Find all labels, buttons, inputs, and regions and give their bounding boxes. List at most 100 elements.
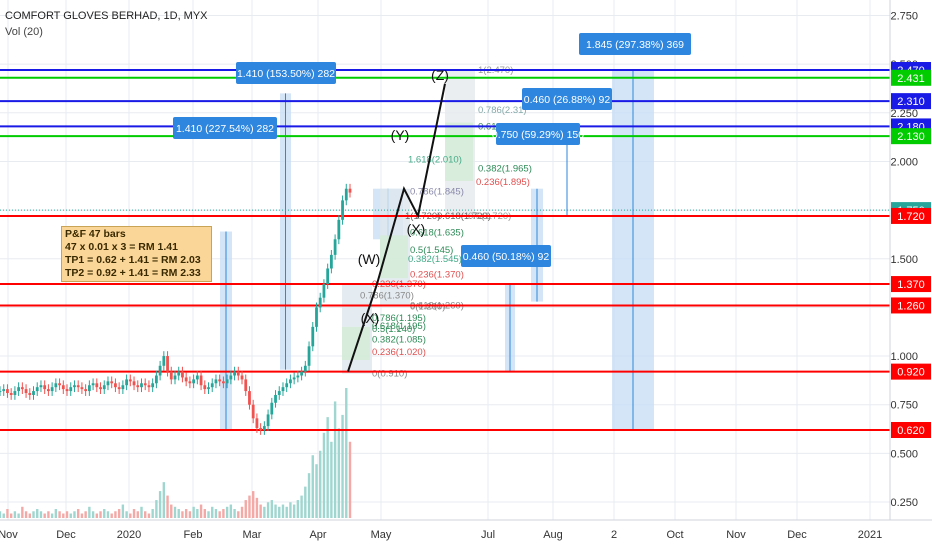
volume-bar	[24, 511, 28, 518]
candle-layer	[0, 183, 352, 435]
price-level-tag	[891, 207, 931, 224]
fib-label: 0.786(1.370)	[360, 291, 414, 302]
price-level-label: 0.620	[897, 425, 925, 437]
candle-body	[110, 381, 114, 384]
candle-body	[158, 365, 162, 376]
candle-body	[251, 404, 255, 419]
volume-bar	[203, 509, 206, 518]
projection-label-box	[173, 117, 277, 139]
volume-bar	[95, 513, 99, 518]
volume-bar	[341, 414, 344, 518]
candle-body	[125, 379, 128, 386]
volume-bar	[80, 513, 84, 518]
volume-bar	[330, 441, 333, 518]
projection-label: 1.410 (227.54%) 282	[176, 123, 274, 135]
x-tick-label: Aug	[543, 529, 563, 541]
volume-bar	[170, 504, 173, 518]
volume-bar	[0, 511, 2, 518]
volume-bar	[188, 511, 192, 518]
volume-bar	[132, 509, 136, 518]
candle-body	[76, 385, 80, 388]
x-tick-label: 2021	[858, 529, 882, 541]
candle-body	[281, 387, 285, 392]
volume-bar	[54, 509, 58, 518]
volume-bar	[192, 506, 195, 518]
candle-body	[318, 297, 322, 308]
candle-body	[240, 375, 244, 380]
price-level-label: 1.260	[897, 300, 925, 312]
candle-body	[87, 385, 91, 392]
candle-body	[151, 383, 155, 388]
candle-body	[121, 385, 125, 390]
candle-body	[207, 387, 210, 390]
wave-label: (Z)	[431, 67, 449, 83]
candle-body	[199, 375, 203, 386]
volume-bar	[274, 504, 277, 518]
candle-body	[177, 371, 181, 376]
candle-body	[181, 371, 184, 378]
wave-layer: (W) (X) (Y) (X) (Z)	[347, 67, 449, 372]
volume-bar	[62, 513, 65, 518]
candle-body	[296, 375, 300, 378]
volume-bar	[289, 502, 292, 518]
fib-label: 0.786(1.845)	[410, 187, 464, 198]
candle-body	[348, 188, 352, 193]
candle-body	[17, 387, 21, 392]
volume-bar	[32, 511, 35, 518]
volume-bar	[281, 504, 285, 518]
x-tick-label: 2	[611, 529, 617, 541]
x-tick-label: Jul	[481, 529, 495, 541]
candle-body	[203, 385, 207, 390]
y-tick-label: 0.500	[890, 448, 918, 460]
volume-bar	[147, 513, 151, 518]
candle-body	[248, 391, 251, 405]
fib-label: 0.382(1.965)	[478, 163, 532, 174]
symbol-title[interactable]: COMFORT GLOVES BERHAD, 1D, MYX	[5, 10, 208, 22]
candle-body	[20, 387, 24, 390]
level-layer	[0, 69, 890, 431]
volume-bar	[99, 511, 102, 518]
candle-body	[303, 365, 307, 372]
price-level-tag	[891, 276, 931, 293]
fib-label: 0.5(1.140)	[372, 324, 415, 335]
candle-body	[154, 375, 158, 384]
volume-bar	[207, 511, 210, 518]
fib-zone	[342, 326, 370, 360]
volume-bar	[181, 511, 184, 518]
volume-bar	[251, 491, 255, 518]
candle-body	[0, 391, 2, 393]
volume-bar	[300, 495, 303, 518]
volume-bar	[65, 511, 69, 518]
volume-legend[interactable]: Vol (20)	[5, 26, 43, 38]
candle-body	[2, 389, 6, 392]
x-tick-label: May	[371, 529, 392, 541]
candle-body	[39, 385, 43, 388]
x-tick-label: Dec	[56, 529, 76, 541]
volume-bar	[162, 482, 166, 518]
candle-body	[292, 377, 296, 380]
projection-label-box	[579, 33, 691, 55]
volume-bar	[88, 506, 91, 518]
candle-body	[9, 393, 13, 395]
candle-body	[80, 387, 84, 390]
fib-label: 0.382(1.545)	[408, 254, 462, 265]
volume-bar	[237, 511, 240, 518]
price-level-label: 0.920	[897, 367, 925, 379]
fib-label: 1.618(2.010)	[408, 155, 462, 166]
fib-label: 0.236(1.370)	[410, 269, 464, 280]
candle-body	[114, 383, 117, 388]
pf-note-box[interactable]: P&F 47 bars 47 x 0.01 x 3 = RM 1.41 TP1 …	[61, 226, 212, 282]
projection-label: 0.460 (26.88%) 92	[524, 94, 611, 106]
volume-bar	[84, 511, 87, 518]
price-level-tag	[891, 93, 931, 110]
wave-label: (X)	[361, 310, 380, 326]
candle-body	[95, 383, 99, 388]
candle-body	[73, 385, 76, 388]
volume-bar	[136, 511, 139, 518]
pf-note-line: 47 x 0.01 x 3 = RM 1.41	[65, 241, 178, 253]
volume-bar	[259, 504, 262, 518]
candle-body	[236, 371, 240, 376]
volume-bar	[229, 504, 233, 518]
